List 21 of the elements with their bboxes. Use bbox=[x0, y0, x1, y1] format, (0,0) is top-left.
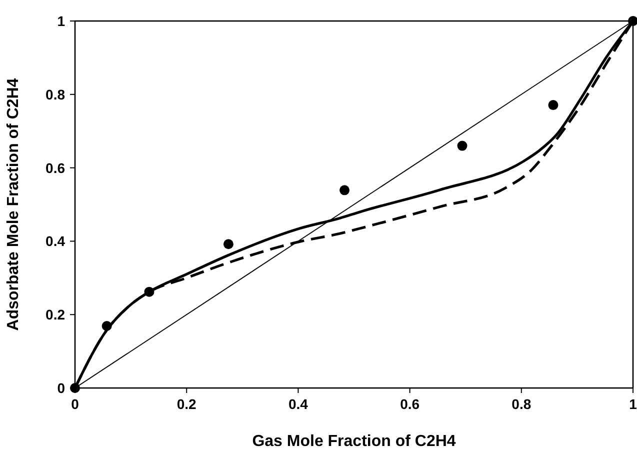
point bbox=[457, 140, 468, 151]
y-tick-label: 0.2 bbox=[46, 306, 66, 323]
point bbox=[102, 320, 112, 331]
x-tick-label: 0.4 bbox=[288, 396, 308, 412]
point bbox=[340, 185, 350, 196]
point bbox=[628, 16, 637, 26]
x-tick-label: 0 bbox=[71, 396, 80, 412]
x-tick-label: 0.8 bbox=[512, 396, 532, 412]
point bbox=[223, 239, 234, 250]
y-tick-label: 0.6 bbox=[46, 160, 66, 176]
point bbox=[144, 286, 154, 297]
y-tick-label: 1 bbox=[57, 13, 66, 29]
y-tick-label: 0.8 bbox=[46, 86, 66, 102]
x-tick-label: 0.2 bbox=[176, 396, 197, 412]
y-tick-label: 0.4 bbox=[46, 233, 66, 250]
y-axis-title: Adsorbate Mole Fraction of C2H4 bbox=[5, 78, 22, 331]
x-axis-title: Gas Mole Fraction of C2H4 bbox=[252, 433, 456, 450]
x-tick-label: 1 bbox=[629, 396, 637, 412]
point bbox=[548, 100, 558, 110]
y-tick-label: 0 bbox=[57, 380, 66, 396]
x-tick-label: 0.6 bbox=[400, 396, 420, 412]
